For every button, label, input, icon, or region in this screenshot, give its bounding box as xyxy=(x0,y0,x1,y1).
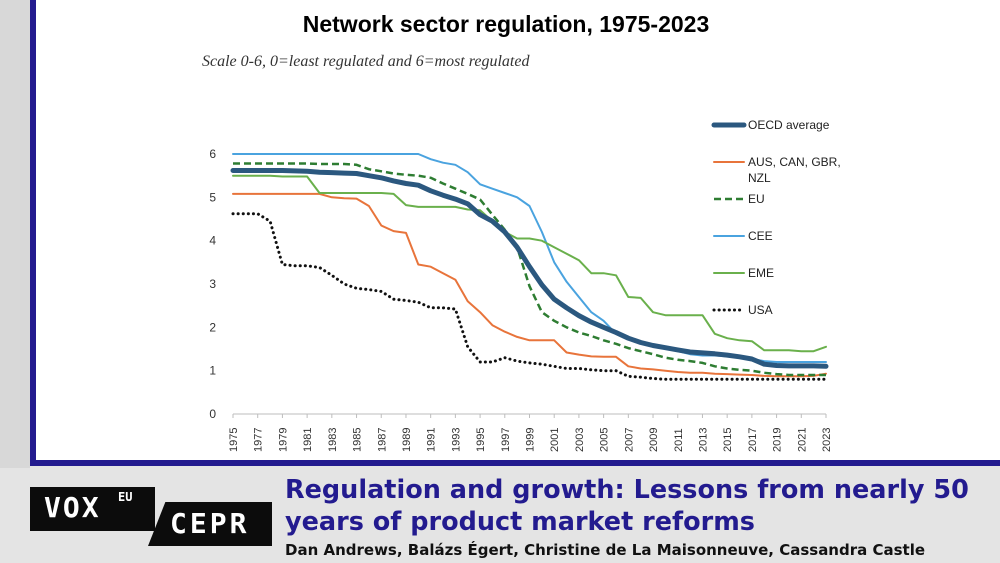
x-tick-label: 2023 xyxy=(821,428,833,452)
x-tick-label: 1989 xyxy=(401,428,413,452)
legend-label: OECD average xyxy=(748,118,830,132)
article-title[interactable]: Regulation and growth: Lessons from near… xyxy=(285,475,969,537)
x-tick-label: 1993 xyxy=(450,428,462,452)
left-margin-bar xyxy=(0,0,30,468)
voxeu-logo[interactable]: VOX EU xyxy=(30,487,155,531)
legend-label: USA xyxy=(748,303,773,317)
series-line-cee xyxy=(232,153,827,363)
x-tick-label: 1995 xyxy=(475,428,487,452)
cepr-logo[interactable]: CEPR xyxy=(148,502,272,546)
x-tick-label: 1983 xyxy=(327,428,339,452)
x-tick-label: 2019 xyxy=(772,428,784,452)
chart-subtitle: Scale 0-6, 0=least regulated and 6=most … xyxy=(202,53,530,70)
series-line-usa xyxy=(231,212,828,381)
y-tick-label: 5 xyxy=(209,190,216,204)
x-tick-label: 1985 xyxy=(352,428,364,452)
article-authors: Dan Andrews, Balázs Égert, Christine de … xyxy=(285,541,926,559)
logo-eu-text: EU xyxy=(118,490,133,504)
x-tick-label: 2015 xyxy=(722,428,734,452)
series-line-eme xyxy=(232,174,827,353)
series-layer xyxy=(230,153,829,381)
x-tick-label: 1987 xyxy=(376,428,388,452)
legend-label: AUS, CAN, GBR, NZL xyxy=(748,155,841,185)
y-tick-label: 3 xyxy=(209,277,216,291)
series-line-aus-can-gbr-nzl xyxy=(232,192,827,378)
x-tick-label: 1979 xyxy=(277,428,289,452)
series-line-eu xyxy=(233,162,826,377)
y-tick-label: 0 xyxy=(209,407,216,421)
legend: OECD average AUS, CAN, GBR, NZL EU CEE EME USA xyxy=(711,118,841,317)
x-tick-label: 2017 xyxy=(747,428,759,452)
series-line-oecd-average xyxy=(230,168,829,369)
x-tick-label: 2005 xyxy=(599,428,611,452)
logo-vox-text: VOX xyxy=(44,491,101,524)
x-tick-label: 2003 xyxy=(574,428,586,452)
x-tick-label: 2021 xyxy=(796,428,808,452)
y-tick-label: 1 xyxy=(209,364,216,378)
x-tick-label: 2011 xyxy=(673,428,685,452)
chart-title: Network sector regulation, 1975-2023 xyxy=(303,11,710,37)
x-tick-label: 1975 xyxy=(228,428,240,452)
legend-label: CEE xyxy=(748,229,773,243)
x-tick-label: 2007 xyxy=(623,428,635,452)
x-tick-label: 1977 xyxy=(253,428,265,452)
x-tick-label: 1981 xyxy=(302,428,314,452)
line-chart: Network sector regulation, 1975-2023 Sca… xyxy=(202,11,841,452)
y-tick-label: 2 xyxy=(209,320,216,334)
legend-label: EME xyxy=(748,266,774,280)
logo-cepr-text: CEPR xyxy=(170,507,250,540)
x-tick-label: 2013 xyxy=(697,428,709,452)
x-tick-label: 2001 xyxy=(549,428,561,452)
legend-label: EU xyxy=(748,192,765,206)
x-tick-label: 1991 xyxy=(426,428,438,452)
chart-frame: Network sector regulation, 1975-2023 Sca… xyxy=(30,0,1000,466)
x-tick-label: 1997 xyxy=(500,428,512,452)
x-tick-label: 1999 xyxy=(525,428,537,452)
y-tick-label: 6 xyxy=(209,147,216,161)
axis-layer: 0 1 2 3 4 5 6 1975 1977 1979 1981 1983 1985 1987 1989 1… xyxy=(209,147,833,452)
x-tick-label: 2009 xyxy=(648,428,660,452)
y-tick-label: 4 xyxy=(209,234,216,248)
